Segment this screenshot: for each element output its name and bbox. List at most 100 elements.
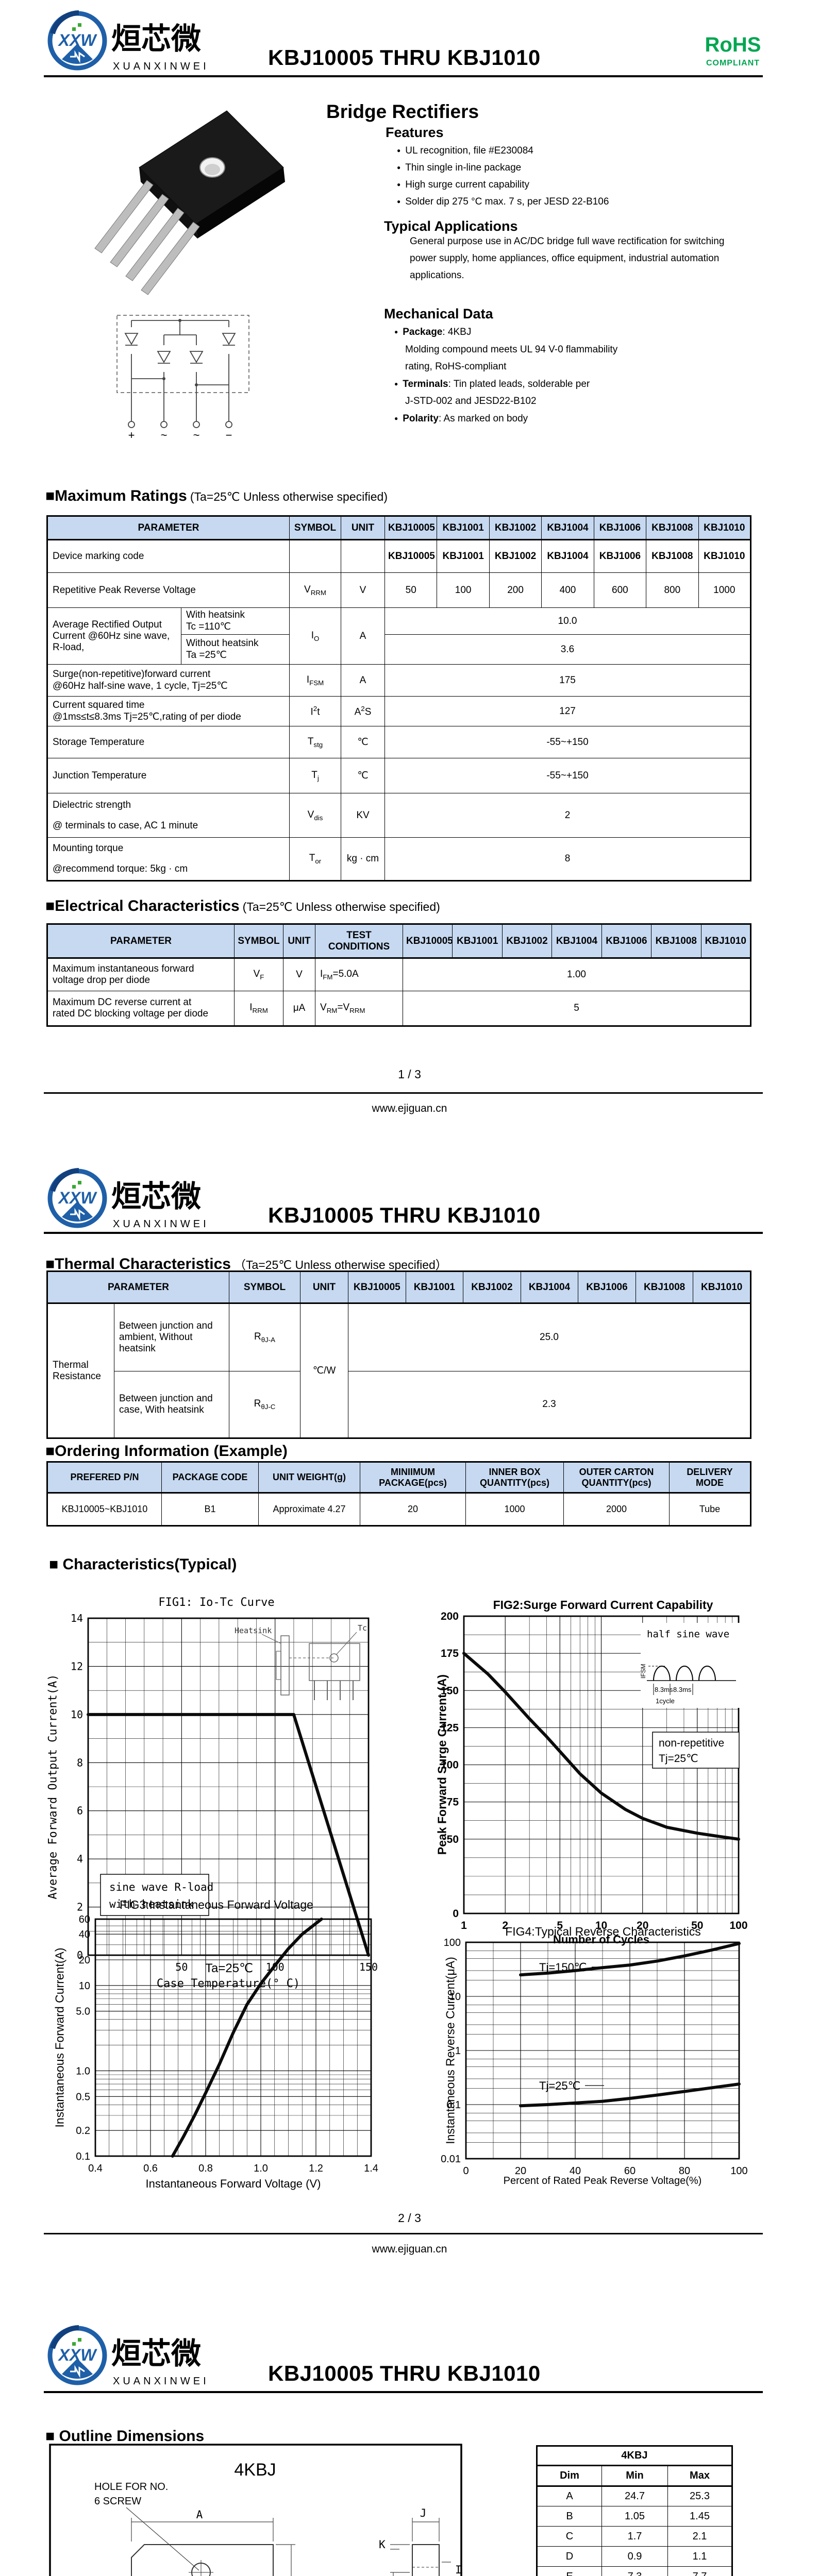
fig1-xlabel: Case Temperature(° C) [156, 1977, 300, 1990]
characteristics-heading: ■ Characteristics(Typical) [49, 1556, 237, 1573]
cell-value: 10.0 [385, 607, 751, 635]
y-tick-label: 14 [71, 1612, 83, 1624]
col-model: KBJ1008 [646, 516, 699, 540]
cell-condition: With heatsink Tc =110℃ [181, 607, 290, 635]
diode-icon [70, 1208, 85, 1221]
col-parameter: PARAMETER [47, 924, 235, 959]
col-model: KBJ1006 [593, 516, 647, 540]
website-link[interactable]: www.ejiguan.cn [372, 2243, 447, 2255]
table-row: Between junction and case, With heatsink… [47, 1371, 751, 1438]
thermal-table: PARAMETER SYMBOL UNIT KBJ10005 KBJ1001 K… [46, 1270, 751, 1439]
table-row: B 1.05 1.45 [537, 2506, 732, 2527]
cell-symbol: VRRM [289, 572, 341, 608]
col-model: KBJ1002 [463, 1271, 521, 1304]
svg-text:with heatsink: with heatsink [109, 1898, 194, 1910]
y-tick-label: 20 [79, 1955, 90, 1966]
website-link[interactable]: www.ejiguan.cn [372, 1103, 447, 1114]
cell-symbol: IO [289, 607, 341, 665]
bullet-icon: ● [394, 328, 398, 335]
x-tick-label: 0.4 [88, 2163, 103, 2174]
cell-unit: ℃/W [300, 1303, 348, 1438]
cell-symbol: Vdis [289, 793, 341, 838]
diode-icon [70, 2365, 85, 2378]
rohs-badge: RoHS COMPLIANT [697, 34, 769, 68]
col-symbol: SYMBOL [234, 924, 283, 959]
ordering-heading: ■Ordering Information (Example) [45, 1443, 288, 1460]
bullet-icon: ● [397, 181, 401, 188]
cell-test: VRM=VRRM [315, 991, 403, 1026]
col-model: KBJ1008 [635, 1271, 694, 1304]
svg-text:sine wave R-load: sine wave R-load [109, 1881, 213, 1893]
cell-group: Thermal Resistance [47, 1303, 114, 1438]
company-logo: XXW 烜芯微 XUANXINWEI [47, 10, 206, 72]
y-tick-label: 150 [441, 1685, 459, 1697]
table-header-row: Dim Min Max [537, 2465, 732, 2487]
col-unit: UNIT [283, 924, 315, 959]
product-title: Bridge Rectifiers [326, 101, 479, 122]
table-row: Junction Temperature Tj ℃ -55~+150 [47, 758, 751, 793]
col-model: KBJ1001 [437, 516, 490, 540]
cell-unit: A [341, 607, 385, 665]
table-row: Maximum instantaneous forward voltage dro… [47, 958, 751, 991]
x-tick-label: 10 [595, 1920, 607, 1931]
x-tick-label: 0 [463, 2165, 469, 2177]
x-tick-label: 1 [461, 1920, 467, 1931]
ms-label: 8.3ms [655, 1686, 673, 1693]
x-tick-label: 5 [557, 1920, 563, 1931]
x-tick-label: 0.6 [143, 2163, 158, 2174]
col-header: DELIVERY MODE [669, 1462, 751, 1494]
rohs-compliant-label: COMPLIANT [706, 59, 760, 67]
y-tick-label: 2 [77, 1901, 83, 1913]
cell-value: KBJ10005~KBJ1010 [47, 1493, 162, 1526]
x-tick-label: 20 [515, 2165, 526, 2177]
col-model: KBJ1002 [489, 516, 542, 540]
cell-symbol: Tstg [289, 726, 341, 758]
cell-value: 100 [437, 572, 490, 608]
cell-unit: A [341, 664, 385, 697]
col-model: KBJ10005 [402, 924, 453, 959]
cell-value: KBJ1001 [437, 539, 490, 573]
cell-value: Tube [669, 1493, 751, 1526]
col-header: UNIT WEIGHT(g) [258, 1462, 360, 1494]
table-row: Repetitive Peak Reverse Voltage VRRM V 5… [47, 572, 751, 608]
fig4-title: FIG4:Typical Reverse Characteristics [505, 1925, 701, 1938]
cell-symbol: Tj [289, 758, 341, 793]
table-row: Surge(non-repetitive)forward current @60H… [47, 664, 751, 697]
svg-text:XUANXINWEI: XUANXINWEI [113, 1218, 209, 1230]
cell-value: KBJ1008 [646, 539, 699, 573]
y-tick-label: 12 [71, 1660, 83, 1672]
svg-text:J: J [420, 2507, 427, 2519]
cell-param: Dielectric strength @ terminals to case, … [47, 793, 290, 838]
cell-param: Surge(non-repetitive)forward current @60H… [47, 664, 290, 697]
fig3-temp-label: Ta=25℃ [205, 1961, 253, 1975]
cell-param: Maximum DC reverse current at rated DC bl… [47, 991, 235, 1026]
cell-param: Mounting torque @recommend torque: 5kg · … [47, 837, 290, 881]
lead [94, 180, 154, 253]
company-logo: XXW 烜芯微 XUANXINWEI [47, 2325, 206, 2387]
cell-symbol: VF [234, 958, 283, 991]
y-tick-label: 75 [447, 1797, 459, 1808]
svg-text:XXW: XXW [58, 1189, 98, 1207]
table-header-row: PARAMETER SYMBOL UNIT KBJ10005 KBJ1001 K… [47, 516, 751, 540]
cell-unit: μA [283, 991, 315, 1026]
cell-value: 400 [541, 572, 594, 608]
max-ratings-heading: ■Maximum Ratings (Ta=25℃ Unless otherwise… [45, 487, 388, 504]
fig4-xlabel: Percent of Rated Peak Reverse Voltage(%) [503, 2175, 702, 2187]
cell-test: IFM=5.0A [315, 958, 403, 991]
svg-text:A: A [196, 2509, 203, 2521]
bullet-icon: ● [397, 164, 401, 171]
feature-item: ● Thin single in-line package [397, 159, 609, 176]
fig4-ylabel: Instantaneous Reverse Current(μA) [443, 1957, 457, 2144]
mechanical-line: ● Terminals: Tin plated leads, solderable… [394, 378, 590, 389]
mechanical-heading: Mechanical Data [384, 306, 493, 321]
y-tick-label: 1 [455, 2045, 461, 2057]
fig3-ylabel: Instantaneous Forward Current(A) [53, 1947, 66, 2128]
y-tick-label: 8 [77, 1756, 83, 1769]
col-model: KBJ1010 [700, 924, 751, 959]
cell-param: Device marking code [47, 539, 290, 573]
cell-unit: V [283, 958, 315, 991]
cell-symbol: I2t [289, 696, 341, 726]
col-model: KBJ1001 [452, 924, 503, 959]
col-header: OUTER CARTON QUANTITY(pcs) [563, 1462, 670, 1494]
col-model: KBJ1002 [502, 924, 553, 959]
